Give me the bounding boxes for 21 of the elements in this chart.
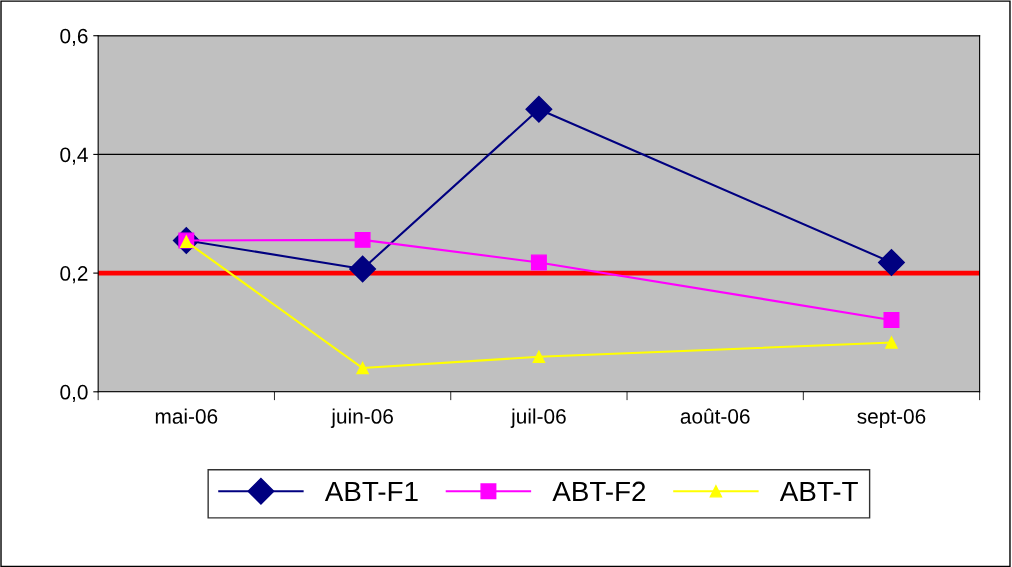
point: [532, 350, 546, 364]
x-tick-label: mai-06: [155, 408, 218, 424]
x-tick-label: juin-06: [330, 408, 393, 428]
point: [525, 95, 553, 123]
y-tick-label: 0,0: [60, 384, 88, 403]
legend-label: ABT-T: [779, 481, 858, 502]
point: [356, 361, 369, 375]
point: [349, 255, 377, 283]
legend-label: ABT-F2: [552, 481, 646, 502]
x-tick-label: juil-06: [510, 408, 566, 428]
y-tick-label: 0,4: [60, 147, 88, 165]
x-tick-label: sept-06: [857, 409, 926, 428]
x-tick-label: août-06: [680, 408, 750, 424]
point: [354, 231, 371, 248]
point: [878, 248, 905, 276]
point: [883, 312, 900, 328]
point: [885, 336, 898, 349]
point: [530, 254, 547, 271]
legend-label: ABT-F1: [324, 481, 418, 502]
y-tick-label: 0,2: [60, 266, 88, 284]
y-tick-label: 0,6: [60, 28, 88, 46]
